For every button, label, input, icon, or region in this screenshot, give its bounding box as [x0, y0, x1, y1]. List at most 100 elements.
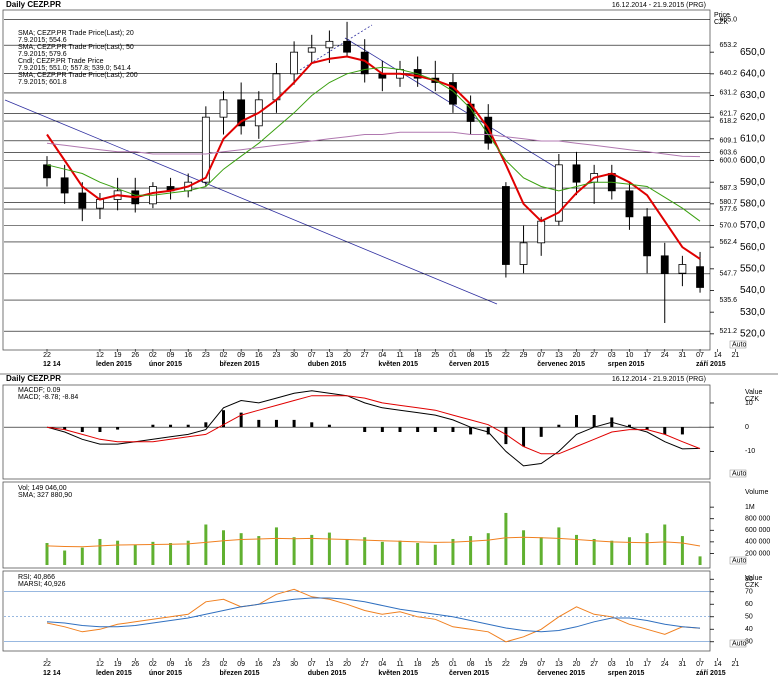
level-label: 580.7 — [719, 199, 737, 206]
x-tick-label: 01 — [449, 352, 457, 359]
bar — [222, 530, 225, 565]
scale-mode: Auto — [732, 470, 747, 477]
x-tick-label: 17 — [643, 352, 651, 359]
month-label: duben 2015 — [308, 670, 347, 677]
macd-frame — [2, 384, 711, 480]
month-label: leden 2015 — [96, 670, 132, 677]
legend-value: 7.9.2015; 554.6 — [18, 37, 67, 44]
x-tick-label: 16 — [184, 661, 192, 668]
series-line — [46, 597, 701, 633]
bar — [451, 427, 455, 432]
bar — [204, 422, 208, 428]
bar — [186, 424, 190, 428]
y-tick-label: 650,0 — [740, 47, 765, 58]
y-tick-label: 600 000 — [745, 527, 770, 534]
sma-line — [46, 66, 701, 222]
level-label: 577.6 — [719, 206, 737, 213]
y-tick-label: 590,0 — [740, 177, 765, 188]
candle-body — [554, 164, 563, 222]
bar — [486, 533, 490, 565]
x-tick-label: 22 — [502, 661, 510, 668]
chart-title: Daily CEZP.PR — [6, 374, 61, 383]
auto-box — [729, 639, 747, 648]
x-tick-label: 02 — [149, 352, 157, 359]
bar — [151, 541, 155, 565]
x-tick-label: 17 — [643, 661, 651, 668]
x-tick-label: 09 — [167, 661, 175, 668]
x-tick-label: 18 — [414, 352, 422, 359]
legend-label: MARSI; 40,926 — [18, 581, 66, 588]
level-label: 631.2 — [719, 90, 737, 97]
month-label: červenec 2015 — [537, 670, 585, 677]
y-tick-label: 80 — [745, 576, 753, 583]
y-tick-label: 520,0 — [740, 328, 765, 339]
bar — [133, 544, 137, 565]
x-tick-label: 18 — [414, 661, 422, 668]
month-label: srpen 2015 — [608, 361, 645, 368]
bar — [663, 427, 667, 435]
bar — [292, 419, 296, 428]
month-label: září 2015 — [696, 361, 726, 368]
bar — [698, 556, 702, 565]
date-range: 16.12.2014 - 21.9.2015 (PRG) — [612, 376, 706, 383]
x-tick-label: 30 — [290, 352, 298, 359]
y-tick-label: 40 — [745, 626, 753, 633]
bar — [433, 427, 437, 432]
y-tick-label: 1M — [745, 504, 755, 511]
x-tick-label: 15 — [484, 352, 492, 359]
bar — [627, 424, 631, 428]
level-label: 640.2 — [719, 70, 737, 77]
x-tick-label: 26 — [131, 352, 139, 359]
legend-label: SMA; CEZP.PR Trade Price(Last); 20 — [18, 30, 134, 37]
x-tick-label: 03 — [608, 661, 616, 668]
bar — [151, 424, 155, 428]
level-label: 618.2 — [719, 118, 737, 125]
bar — [204, 524, 208, 565]
y-tick-label: 600,0 — [740, 155, 765, 166]
y-tick-label: 50 — [745, 614, 753, 621]
volume-frame — [2, 481, 711, 569]
x-tick-label: 31 — [679, 661, 687, 668]
series-line — [46, 588, 701, 643]
x-tick-label: 25 — [431, 352, 439, 359]
x-tick-label: 26 — [131, 661, 139, 668]
month-label: červen 2015 — [449, 361, 489, 368]
x-tick-label: 20 — [343, 661, 351, 668]
x-tick-label: 22 — [43, 661, 51, 668]
y-tick-label: 610,0 — [740, 133, 765, 144]
candle-body — [219, 99, 228, 118]
bar — [169, 543, 173, 565]
axis-label: Volume — [745, 489, 768, 496]
scale-mode: Auto — [732, 557, 747, 564]
x-tick-label: 20 — [573, 661, 581, 668]
month-label: duben 2015 — [308, 361, 347, 368]
x-tick-label: 07 — [696, 661, 704, 668]
bar — [63, 550, 67, 565]
bar — [274, 419, 278, 428]
x-tick-label: 12 — [96, 661, 104, 668]
x-tick-label: 16 — [255, 661, 263, 668]
axis-unit: CZK — [714, 19, 728, 26]
bar — [398, 540, 402, 565]
bar — [239, 533, 243, 565]
x-tick-label: 27 — [590, 352, 598, 359]
x-tick-label: 01 — [449, 661, 457, 668]
bar — [680, 427, 684, 435]
x-tick-label: 25 — [431, 661, 439, 668]
bar — [575, 534, 578, 565]
level-label: 535.6 — [719, 297, 737, 304]
bar — [257, 536, 261, 565]
x-tick-label: 31 — [679, 352, 687, 359]
bar — [116, 540, 120, 565]
bar — [310, 422, 314, 428]
y-tick-label: 560,0 — [740, 242, 765, 253]
x-tick-label: 08 — [467, 661, 475, 668]
bar — [610, 540, 614, 565]
x-tick-label: 27 — [590, 661, 598, 668]
x-tick-label: 21 — [731, 661, 739, 668]
legend-label: MACDF; 0.09 — [18, 387, 61, 394]
x-tick-label: 19 — [114, 352, 122, 359]
bar — [557, 527, 561, 565]
month-label: březen 2015 — [220, 361, 260, 368]
